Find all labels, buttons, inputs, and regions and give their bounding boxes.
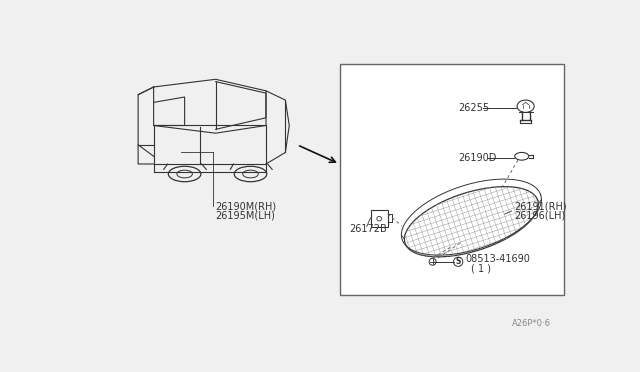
Text: 26190D: 26190D: [458, 153, 497, 163]
Text: S: S: [456, 257, 461, 266]
Text: 26195M(LH): 26195M(LH): [216, 211, 275, 221]
Text: 26191(RH): 26191(RH): [514, 201, 566, 211]
Text: 26255: 26255: [458, 103, 490, 113]
Text: ( 1 ): ( 1 ): [472, 264, 492, 274]
Text: 08513-41690: 08513-41690: [465, 254, 530, 264]
Bar: [371, 210, 388, 227]
Bar: [340, 64, 564, 295]
Text: 26190M(RH): 26190M(RH): [216, 201, 276, 211]
Text: A26P*0·6: A26P*0·6: [512, 319, 551, 328]
Text: 26196(LH): 26196(LH): [514, 211, 565, 221]
Text: 26172B: 26172B: [349, 224, 387, 234]
